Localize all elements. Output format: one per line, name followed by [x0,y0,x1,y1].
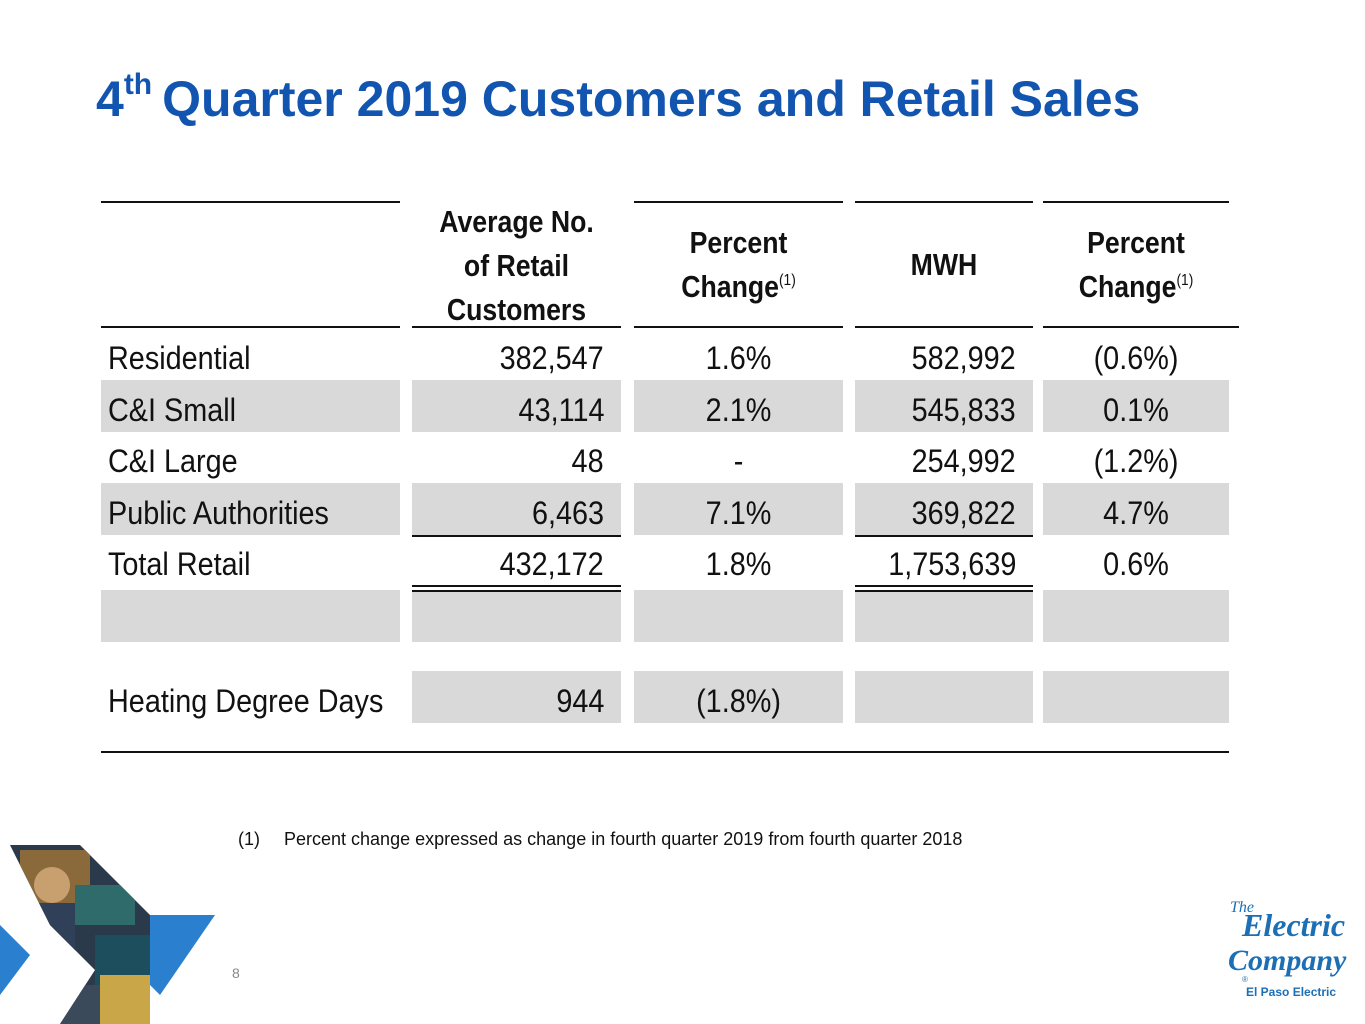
total-double-rule [855,585,1033,587]
cell-pct1: 1.8% [705,546,772,582]
total-double-rule [855,590,1033,592]
cell-customers: 432,172 [499,546,604,582]
header-percent-change-mwh: Percent Change(1) [1078,225,1194,304]
header-bottom-rule [101,326,400,328]
cell-pct1: 7.1% [705,495,772,531]
header-bottom-rule [412,326,621,328]
footnote: (1) Percent change expressed as change in… [238,829,963,849]
row-shade [634,483,843,535]
table-bottom-rule [101,751,1229,753]
row-shade [1043,590,1229,642]
cell-pct2: 4.7% [1103,495,1169,531]
cell-customers: 6,463 [531,495,604,531]
row-shade [412,483,621,535]
row-shade [412,671,621,723]
cell-pct2: (1.2%) [1093,443,1179,479]
header-bottom-rule [855,326,1033,328]
row-shade [855,671,1033,723]
cell-customers: 48 [571,443,604,479]
decorative-photo-collage [0,845,215,1024]
cell-pct1: - [733,443,744,479]
header-percent-change-customers: Percent Change(1) [681,225,796,304]
header-top-rule [1043,201,1229,203]
page-number: 8 [232,965,240,981]
subtotal-rule [412,535,621,537]
electric-company-logo: The Electric Company ® El Paso Electric [1228,899,1347,999]
row-label-ci-small: C&I Small [108,392,237,428]
cell-mwh: 369,822 [911,495,1016,531]
cell-customers: 944 [555,683,604,719]
row-shade [1043,483,1229,535]
svg-text:The: The [1230,899,1254,916]
subtotal-rule [855,535,1033,537]
cell-pct2: 0.6% [1103,546,1169,582]
row-shade [1043,671,1229,723]
cell-pct1: 1.6% [705,340,772,376]
row-shade [855,590,1033,642]
header-top-rule [634,201,843,203]
row-label-heating-degree-days: Heating Degree Days [108,683,384,719]
row-shade [855,380,1033,432]
header-mwh: MWH [910,247,978,282]
svg-text:El Paso Electric: El Paso Electric [1246,985,1336,999]
row-shade [412,590,621,642]
row-shade [101,590,400,642]
cell-mwh: 545,833 [911,392,1016,428]
row-shade [101,380,400,432]
cell-mwh: 254,992 [911,443,1016,479]
row-label-public-authorities: Public Authorities [108,495,329,531]
row-shade [412,380,621,432]
cell-customers: 382,547 [499,340,604,376]
row-label-ci-large: C&I Large [108,443,238,479]
row-label-residential: Residential [108,340,251,376]
cell-customers: 43,114 [518,392,604,428]
cell-mwh: 582,992 [911,340,1016,376]
header-top-rule [855,201,1033,203]
svg-text:Company: Company [1228,944,1347,977]
row-shade [634,590,843,642]
page-title: 4th Quarter 2019 Customers and Retail Sal… [96,68,1141,127]
cell-pct2: (0.6%) [1093,340,1179,376]
cell-pct1: (1.8%) [696,683,781,719]
total-double-rule [412,585,621,587]
row-label-total-retail: Total Retail [108,546,251,582]
header-bottom-rule [634,326,843,328]
cell-pct1: 2.1% [705,392,772,428]
total-double-rule [412,590,621,592]
cell-mwh: 1,753,639 [887,546,1016,582]
row-shade [634,671,843,723]
row-shade [855,483,1033,535]
row-shade [101,483,400,535]
svg-text:®: ® [1242,975,1248,984]
cell-pct2: 0.1% [1103,392,1169,428]
row-shade [634,380,843,432]
svg-text:Electric: Electric [1241,907,1345,943]
header-bottom-rule [1043,326,1239,328]
row-shade [1043,380,1229,432]
header-top-rule [101,201,400,203]
header-customers: Average No. of Retail Customers [439,204,594,327]
